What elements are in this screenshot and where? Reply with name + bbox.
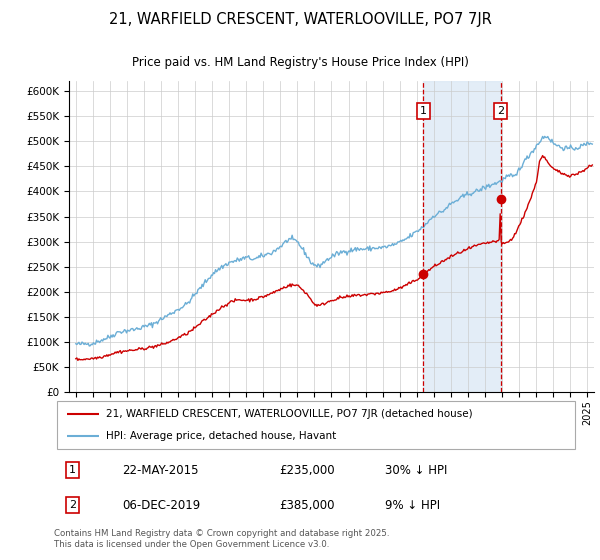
Text: 1: 1 [69,465,76,475]
Text: 30% ↓ HPI: 30% ↓ HPI [385,464,447,477]
Text: 2: 2 [69,500,76,510]
FancyBboxPatch shape [56,402,575,449]
Text: 2: 2 [497,106,504,116]
Text: 9% ↓ HPI: 9% ↓ HPI [385,498,440,511]
Text: Contains HM Land Registry data © Crown copyright and database right 2025.
This d: Contains HM Land Registry data © Crown c… [54,529,389,549]
Text: 06-DEC-2019: 06-DEC-2019 [122,498,200,511]
Bar [424,81,500,392]
Text: £235,000: £235,000 [280,464,335,477]
Text: HPI: Average price, detached house, Havant: HPI: Average price, detached house, Hava… [107,431,337,441]
Text: 21, WARFIELD CRESCENT, WATERLOOVILLE, PO7 7JR (detached house): 21, WARFIELD CRESCENT, WATERLOOVILLE, PO… [107,409,473,419]
Text: £385,000: £385,000 [280,498,335,511]
Text: Price paid vs. HM Land Registry's House Price Index (HPI): Price paid vs. HM Land Registry's House … [131,56,469,69]
Text: 21, WARFIELD CRESCENT, WATERLOOVILLE, PO7 7JR: 21, WARFIELD CRESCENT, WATERLOOVILLE, PO… [109,12,491,27]
Text: 22-MAY-2015: 22-MAY-2015 [122,464,199,477]
Text: 1: 1 [420,106,427,116]
